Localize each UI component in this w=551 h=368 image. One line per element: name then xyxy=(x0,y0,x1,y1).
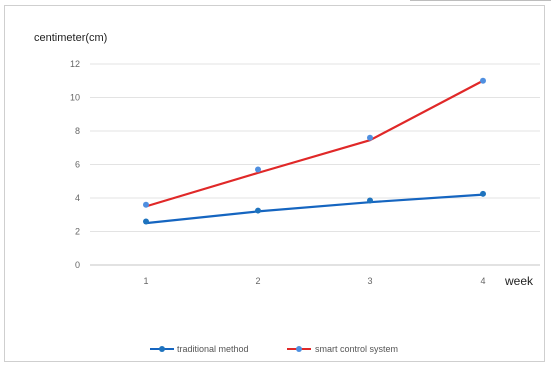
y-tick-label: 8 xyxy=(75,126,80,136)
data-point xyxy=(255,166,261,173)
legend-swatch-marker xyxy=(296,346,302,352)
x-tick-label: 2 xyxy=(255,276,260,286)
x-axis-label: week xyxy=(504,274,534,288)
data-point xyxy=(255,207,261,214)
data-point xyxy=(367,134,373,141)
legend-label: traditional method xyxy=(177,344,249,354)
data-point xyxy=(367,197,373,204)
legend-swatch-marker xyxy=(159,346,165,352)
data-point xyxy=(480,77,486,84)
y-tick-label: 2 xyxy=(75,227,80,237)
series-layer xyxy=(143,77,486,225)
x-tick-label: 4 xyxy=(480,276,485,286)
data-point xyxy=(143,201,149,208)
y-tick-label: 6 xyxy=(75,160,80,170)
legend: traditional method smart control system xyxy=(150,344,398,354)
y-tick-label: 12 xyxy=(70,59,80,69)
x-tick-label: 1 xyxy=(143,276,148,286)
y-axis-label: centimeter(cm) xyxy=(34,32,107,44)
x-tick-labels: 1 2 3 4 xyxy=(143,276,485,286)
x-tick-label: 3 xyxy=(367,276,372,286)
y-tick-label: 4 xyxy=(75,193,80,203)
series-line-1 xyxy=(144,79,485,208)
y-tick-labels: 0 2 4 6 8 10 12 xyxy=(70,59,80,270)
data-point xyxy=(480,190,486,197)
top-border-line xyxy=(410,0,551,1)
data-point xyxy=(143,218,149,225)
y-tick-label: 0 xyxy=(75,260,80,270)
y-tick-label: 10 xyxy=(70,93,80,103)
grid-lines xyxy=(90,63,540,266)
series-line-0 xyxy=(144,193,485,225)
legend-label: smart control system xyxy=(315,344,398,354)
